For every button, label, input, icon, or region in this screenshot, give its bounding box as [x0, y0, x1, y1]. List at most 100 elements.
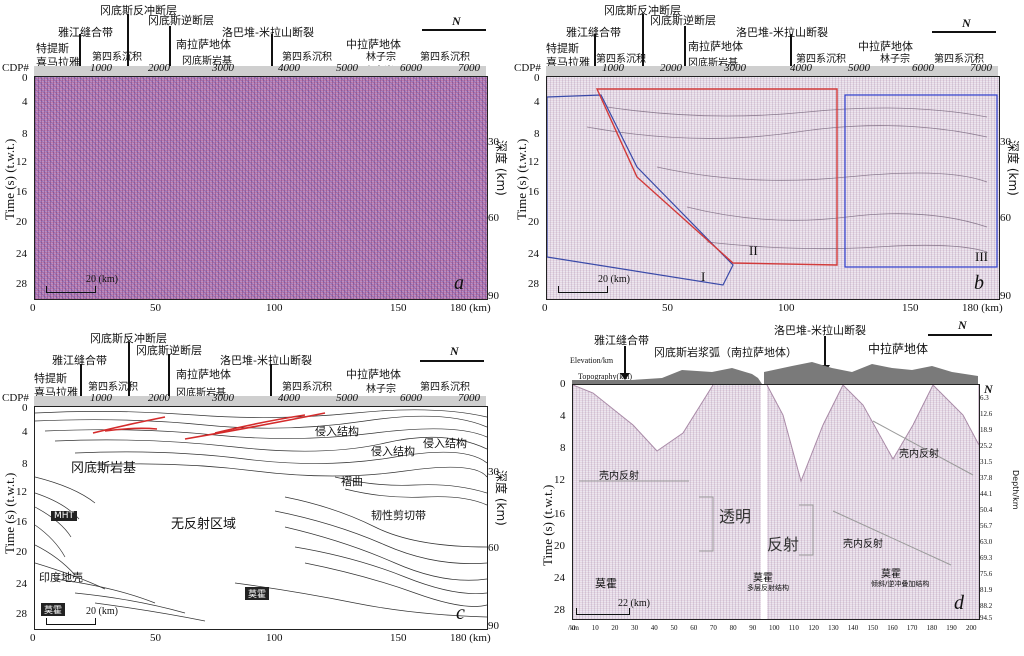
depth-tick: 30 — [488, 136, 499, 148]
y-tick: 12 — [528, 156, 539, 168]
north-arrow — [420, 360, 484, 362]
region-box-II — [595, 88, 838, 266]
seismic-noise — [547, 77, 999, 299]
mute-boundaries — [573, 385, 979, 566]
cdp-tick: 1000 — [90, 62, 112, 74]
tethys-label-1: 特提斯 — [546, 42, 579, 55]
panel-c: 冈底斯反冲断层 冈底斯逆断层 雅江缝合带 洛巴堆-米拉山断裂 特提斯 喜马拉雅 … — [0, 328, 512, 656]
fault-arrow — [266, 364, 276, 406]
gd-backthrust-label: 冈底斯反冲断层 — [100, 4, 177, 17]
y-tick: 20 — [16, 216, 27, 228]
yarlung-label: 雅江缝合带 — [566, 26, 621, 39]
scale-bar — [558, 286, 608, 293]
yarlung-label: 雅江缝合带 — [58, 26, 113, 39]
x-tick: 50 — [150, 632, 161, 644]
y-tick: 8 — [22, 458, 28, 470]
tethys-label-2: 喜马拉雅 — [34, 386, 78, 399]
moho-label: 莫霍 — [881, 569, 901, 580]
shear-zone-annotation: 韧性剪切带 — [371, 509, 426, 522]
seismic-section-a — [34, 76, 488, 300]
cdp-tick: 4000 — [278, 392, 300, 404]
depth-axis-label: Depth/km — [1011, 470, 1020, 510]
x-tick: 110 — [788, 624, 799, 632]
y-tick: 16 — [16, 186, 27, 198]
cdp-tick: 7000 — [458, 392, 480, 404]
depth-tick: 6.3 — [980, 394, 989, 402]
lobadui-label: 洛巴堆-米拉山断裂 — [222, 26, 314, 39]
depth-axis-label: 深度 (km) — [1006, 140, 1020, 196]
depth-tick: 94.5 — [980, 614, 993, 622]
x-tick: 100 — [266, 632, 283, 644]
cdp-label: CDP# — [2, 392, 29, 404]
topography-band — [546, 66, 998, 76]
x-tick: 10 — [591, 624, 599, 632]
suture-arrow — [76, 364, 86, 406]
gd-thrust-label: 冈底斯逆断层 — [650, 14, 716, 27]
cdp-tick: 6000 — [912, 62, 934, 74]
moho-badge: 莫霍 — [245, 587, 270, 600]
depth-tick: 60 — [488, 542, 499, 554]
seismic-section-b: I II III — [546, 76, 1000, 300]
section-gap — [761, 385, 767, 619]
panel-letter: d — [954, 592, 964, 614]
y-tick: 0 — [22, 72, 28, 84]
y-tick: 4 — [560, 410, 566, 422]
reflector-lines — [586, 106, 988, 253]
yarlung-label: 雅江缝合带 — [52, 354, 107, 367]
y-tick: 8 — [22, 128, 28, 140]
y-axis-label: Time (s) (t.w.t.) — [2, 472, 17, 554]
x-tick: 140 — [847, 624, 859, 632]
topography-band — [34, 66, 486, 76]
x-tick: 200 — [966, 624, 977, 632]
lhasa-south-label: 南拉萨地体 — [688, 40, 743, 53]
moho-label: 莫霍 — [753, 573, 773, 584]
y-tick: 0 — [22, 402, 28, 414]
depth-tick: 37.8 — [980, 474, 993, 482]
topography-band — [34, 396, 486, 406]
depth-tick: 56.7 — [980, 522, 993, 530]
cdp-tick: 4000 — [278, 62, 300, 74]
depth-tick: 88.2 — [980, 602, 993, 610]
y-tick: 16 — [554, 508, 565, 520]
x-tick: 130 — [828, 624, 839, 632]
x-tick: 40 — [650, 624, 658, 632]
x-tick: 150 — [390, 302, 407, 314]
depth-axis-label: 深度 (km) — [494, 470, 508, 526]
x-tick: 0 — [30, 632, 36, 644]
cdp-tick: 1000 — [602, 62, 624, 74]
intracrustal-reflection-label: 壳内反射 — [843, 539, 883, 550]
cdp-tick: 1000 — [90, 392, 112, 404]
quat-label-1: 第四系沉积 — [88, 382, 138, 393]
scale-label: 22 (km) — [618, 598, 650, 609]
cdp-tick: 7000 — [458, 62, 480, 74]
depth-tick: 90 — [1000, 290, 1011, 302]
indian-crust-annotation: 印度地壳 — [39, 571, 83, 584]
x-tick: 0 — [30, 302, 36, 314]
quat-label-3: 第四系沉积 — [420, 382, 470, 393]
cdp-tick: 5000 — [336, 392, 358, 404]
x-tick: 190 — [946, 624, 957, 632]
x-tick: 20 — [611, 624, 619, 632]
y-tick: 8 — [534, 128, 540, 140]
depth-tick: 25.2 — [980, 442, 993, 450]
quat-label-2: 第四系沉积 — [796, 54, 846, 65]
x-tick: 150 — [902, 302, 919, 314]
x-tick: 0 — [542, 302, 548, 314]
cdp-label: CDP# — [2, 62, 29, 74]
cdp-tick: 3000 — [724, 62, 746, 74]
gd-base-label: 冈底斯岩基 — [176, 388, 226, 399]
y-tick: 16 — [16, 516, 27, 528]
y-tick: 8 — [560, 442, 566, 454]
lhasa-mid-label: 中拉萨地体 — [346, 368, 401, 381]
x-tick: 150 — [390, 632, 407, 644]
y-tick: 28 — [16, 278, 27, 290]
y-tick: 28 — [16, 608, 27, 620]
gd-base-label: 冈底斯岩基 — [688, 58, 738, 69]
depth-tick: 12.6 — [980, 410, 993, 418]
cdp-tick: 5000 — [336, 62, 358, 74]
reflective-label: 反射 — [767, 535, 800, 554]
north-label: N — [452, 14, 461, 28]
intrusion-annotation: 侵入结构 — [315, 425, 359, 438]
cdp-tick: 4000 — [790, 62, 812, 74]
y-axis-label: Time (s) (t.w.t.) — [2, 138, 17, 220]
